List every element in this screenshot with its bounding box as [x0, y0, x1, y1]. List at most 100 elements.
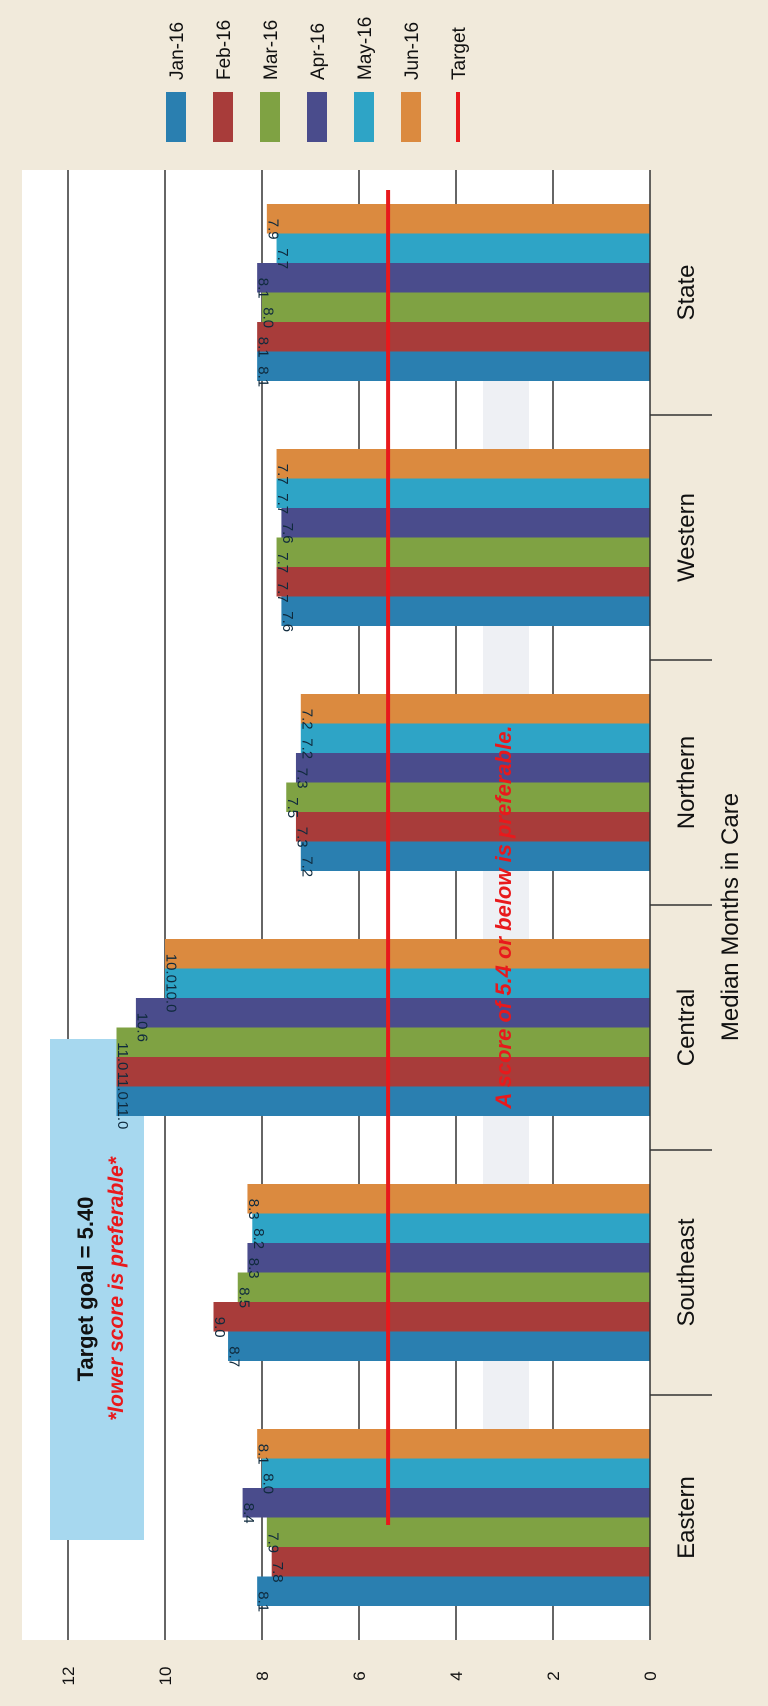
bar: [257, 263, 650, 293]
bar: [276, 537, 650, 567]
category-label: Central: [673, 989, 700, 1066]
data-labels-group: 8.1 7.8 7.9 8.48.0 8.1 8.7 9.0 8.5 8.3 8.2 8.3 11.0…: [114, 219, 315, 1612]
bar: [300, 841, 650, 871]
bar: [228, 1331, 651, 1361]
bar: [276, 449, 650, 479]
bar: [247, 1184, 650, 1214]
data-label: 8.1: [255, 278, 272, 299]
data-label: 7.8: [269, 1562, 286, 1583]
legend-label: Apr-16: [308, 23, 329, 80]
bar: [300, 694, 650, 724]
value-tick-label: 8: [253, 1671, 272, 1680]
bar: [281, 596, 650, 626]
data-label: 7.7: [274, 464, 291, 485]
category-label: Eastern: [673, 1476, 700, 1559]
bar: [116, 1057, 650, 1087]
data-label: 7.2: [298, 738, 315, 759]
data-label: 8.1: [255, 1591, 272, 1612]
bar: [252, 1213, 651, 1243]
data-label: 7.6: [279, 611, 296, 632]
legend-label: Target: [449, 26, 470, 80]
bar: [266, 1517, 650, 1547]
data-label: 8.2: [250, 1228, 267, 1249]
data-label: 7.9: [264, 1532, 281, 1553]
bar: [257, 322, 650, 352]
value-tick-label: 12: [59, 1667, 78, 1686]
data-label: 7.7: [274, 582, 291, 603]
bar: [116, 1086, 650, 1116]
data-label: 8.3: [245, 1258, 262, 1279]
target-goal-label: Target goal = 5.40: [73, 1197, 98, 1382]
legend-label: May-16: [355, 17, 376, 80]
bar: [276, 233, 650, 263]
legend-label: Jun-16: [402, 22, 423, 80]
legend-swatch: [213, 92, 233, 142]
data-label: 7.3: [293, 768, 310, 789]
bar: [135, 998, 650, 1028]
data-label: 7.3: [293, 827, 310, 848]
bar: [116, 1027, 650, 1057]
bars-group: [116, 204, 651, 1606]
bar: [237, 1272, 650, 1302]
data-label: 7.9: [264, 219, 281, 240]
bar: [276, 478, 650, 508]
bar: [271, 1547, 650, 1577]
legend-label: Jan-16: [167, 22, 188, 80]
bar: [262, 1458, 650, 1488]
bar: [257, 351, 650, 381]
value-tick-label: 6: [350, 1671, 369, 1680]
data-label: 8.7: [226, 1346, 243, 1367]
data-label: 7.7: [274, 493, 291, 514]
category-dividers: [650, 414, 712, 1396]
data-label: 7.2: [298, 709, 315, 730]
value-tick-label: 10: [156, 1667, 175, 1686]
bar: [286, 782, 650, 812]
data-label: 7.5: [284, 797, 301, 818]
lower-score-label: *lower score is preferable*: [105, 1156, 128, 1421]
category-label: Northern: [673, 736, 700, 829]
legend-swatch: [166, 92, 186, 142]
data-label: 8.0: [260, 1473, 277, 1494]
data-label: 7.2: [298, 856, 315, 877]
legend-swatch: [401, 92, 421, 142]
bar: [165, 939, 650, 969]
bar: [281, 508, 650, 538]
bar: [276, 567, 650, 597]
legend-label: Mar-16: [261, 20, 282, 80]
bar: [257, 1429, 650, 1459]
data-label: 8.1: [255, 1444, 272, 1465]
bar: [295, 753, 650, 783]
bar: [295, 812, 650, 842]
value-tick-label: 0: [641, 1671, 660, 1680]
category-label: Southeast: [673, 1218, 700, 1326]
data-label: 10.0: [163, 954, 180, 983]
bar: [247, 1243, 650, 1273]
data-label: 7.7: [274, 552, 291, 573]
bar: [242, 1488, 650, 1518]
data-label: 10.0: [163, 983, 180, 1012]
bar: [165, 968, 650, 998]
bar: [257, 1576, 650, 1606]
legend-label: Feb-16: [214, 20, 235, 80]
data-label: 11.0: [114, 1042, 131, 1070]
data-label: 8.1: [255, 366, 272, 387]
bar: [213, 1302, 650, 1332]
data-label: 10.6: [133, 1013, 150, 1042]
data-label: 11.0: [114, 1101, 131, 1129]
legend-swatch: [307, 92, 327, 142]
data-label: 8.3: [245, 1199, 262, 1220]
note-label: A score of 5.4 or below is preferable.: [491, 725, 516, 1109]
x-axis-title: Median Months in Care: [717, 793, 744, 1041]
data-label: 8.1: [255, 337, 272, 358]
category-label: State: [673, 264, 700, 320]
category-label: Western: [673, 493, 700, 582]
legend-swatch: [260, 92, 280, 142]
value-tick-label: 4: [447, 1671, 466, 1680]
data-label: 9.0: [211, 1317, 228, 1338]
category-labels: Eastern Southeast Central Northern Western St…: [673, 264, 700, 1558]
legend-swatch: [354, 92, 374, 142]
data-label: 8.4: [240, 1503, 257, 1524]
bar: [262, 292, 650, 322]
data-label: 8.5: [235, 1287, 252, 1308]
